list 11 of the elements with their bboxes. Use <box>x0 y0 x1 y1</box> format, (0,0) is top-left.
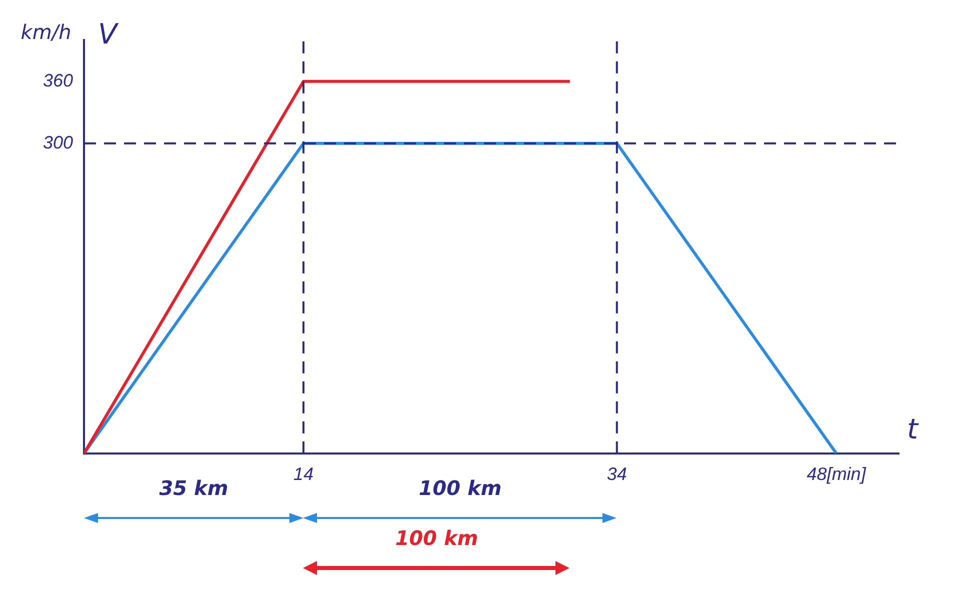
x-axis-title: t <box>907 412 919 446</box>
text: 100 km <box>395 526 478 550</box>
y-tick-label: 360 <box>42 70 74 90</box>
text: 100 km <box>418 476 502 500</box>
x-tick-label: 34 <box>606 464 627 484</box>
y-axis-title: V <box>98 17 120 50</box>
text: 35 km <box>159 476 228 500</box>
x-tick-label: 48[min] <box>806 464 867 484</box>
x-tick-label: 14 <box>293 464 314 484</box>
y-tick-label: 300 <box>42 132 74 152</box>
text: km/h <box>20 20 72 44</box>
